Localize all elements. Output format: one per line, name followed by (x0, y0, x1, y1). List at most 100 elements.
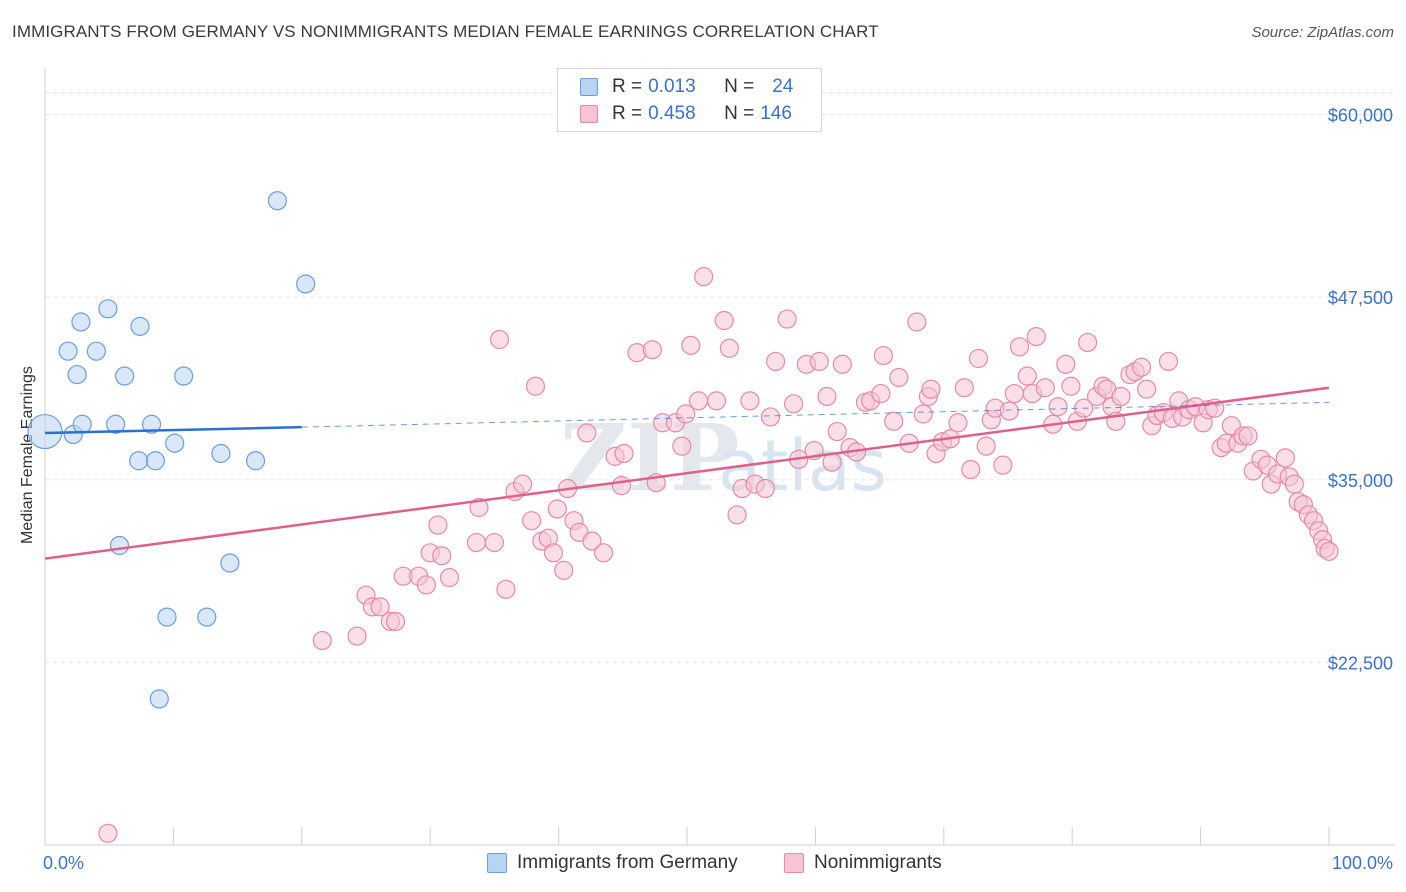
legend-n-value: 146 (760, 103, 792, 124)
nonimmigrant-point (1056, 354, 1076, 374)
germany-point (115, 366, 135, 386)
germany-point (109, 535, 130, 556)
x-tick-label: 100.0% (1332, 853, 1393, 873)
germany-trend-line (44, 425, 302, 435)
nonimmigrant-point (889, 367, 909, 388)
germany-point (141, 414, 162, 434)
nonimmigrant-point (1048, 397, 1068, 417)
nonimmigrant-point (719, 338, 739, 358)
nonimmigrant-point (1284, 474, 1304, 494)
nonimmigrant-point (1137, 379, 1157, 399)
nonimmigrant-point (496, 579, 516, 599)
germany-point (129, 451, 149, 471)
nonimmigrant-point (755, 478, 775, 499)
nonimmigrant-point (642, 340, 662, 360)
nonimmigrant-point (513, 474, 533, 494)
nonimmigrant-point (1111, 386, 1131, 407)
germany-point (58, 341, 78, 361)
nonimmigrant-point (760, 407, 781, 427)
nonimmigrant-point (525, 376, 546, 396)
nonimmigrant-point (913, 404, 933, 424)
nonimmigrant-point (1017, 366, 1037, 386)
nonimmigrant-point (1035, 378, 1055, 398)
nonimmigrant-point (385, 611, 406, 632)
germany-point (71, 312, 91, 332)
nonimmigrant-point (694, 267, 714, 287)
nonimmigrant-point (817, 386, 837, 407)
nonimmigrant-point (1319, 541, 1339, 561)
nonimmigrant-point (968, 348, 989, 369)
y-tick-label: $47,500 (1328, 288, 1393, 308)
germany-point (67, 364, 87, 385)
germany-point (145, 451, 166, 471)
nonimmigrant-point (312, 630, 332, 651)
germany-point (245, 451, 266, 471)
nonimmigrant-point (1061, 376, 1081, 396)
germany-point (197, 607, 217, 627)
nonimmigrant-point (554, 560, 574, 580)
germany-point (296, 274, 316, 294)
germany-point (157, 607, 177, 627)
nonimmigrant-point (1078, 332, 1098, 353)
germany-point (72, 414, 92, 434)
nonimmigrant-point (681, 335, 701, 355)
nonimmigrant-point (1158, 351, 1179, 372)
nonimmigrant-point (1026, 326, 1046, 347)
nonimmigrant-point (727, 505, 747, 525)
nonimmigrant-point (706, 391, 727, 411)
nonimmigrant-point (672, 436, 692, 456)
nonimmigrant-point (1004, 383, 1025, 404)
bottom-legend-germany-label: Immigrants from Germany (517, 852, 738, 873)
germany-point (130, 316, 150, 336)
nonimmigrant-point (577, 423, 597, 443)
nonimmigrant-point (582, 531, 602, 551)
nonimmigrant-point (884, 411, 904, 431)
nonimmigrant-point (1238, 426, 1258, 446)
germany-point (165, 433, 185, 453)
nonimmigrant-point (416, 575, 436, 595)
germany-point (106, 414, 126, 434)
nonimmigrant-point (993, 455, 1013, 475)
nonimmigrant-point (999, 401, 1019, 421)
nonimmigrant-point (777, 309, 797, 329)
nonimmigrant-point (976, 436, 996, 456)
y-tick-label: $35,000 (1328, 471, 1393, 491)
nonimmigrant-point (484, 532, 504, 553)
legend-n-label: N = (724, 76, 755, 97)
nonimmigrant-point (432, 546, 452, 566)
legend-r-value: 0.458 (648, 103, 696, 124)
watermark-zip: ZIP (560, 404, 739, 512)
germany-point (211, 443, 231, 464)
chart-title: IMMIGRANTS FROM GERMANY VS NONIMMIGRANTS… (12, 22, 879, 41)
nonimmigrant-point (714, 310, 734, 331)
nonimmigrant-point (593, 543, 614, 563)
nonimmigrant-point (827, 421, 847, 442)
nonimmigrant-point (98, 823, 118, 843)
nonimmigrant-point (961, 459, 981, 480)
bottom-legend-germany: Immigrants from Germany (487, 852, 738, 874)
legend-r-label: R = (612, 76, 643, 97)
nonimmigrant-point (543, 543, 564, 563)
nonimmigrant-point (614, 443, 634, 464)
bottom-swatch-germany (487, 853, 507, 873)
nonimmigrant-point (907, 312, 927, 332)
legend-r-value: 0.013 (648, 76, 696, 97)
nonimmigrant-point (522, 511, 542, 531)
legend-n-value: 24 (772, 76, 794, 97)
legend-row-germany: R = 0.013 N = 24 (580, 75, 793, 99)
nonimmigrant-point (428, 515, 448, 535)
legend-swatch-nonimmigrants (580, 105, 598, 123)
nonimmigrant-point (466, 532, 487, 553)
nonimmigrant-point (765, 351, 786, 372)
germany-point (220, 553, 240, 573)
nonimmigrant-point (873, 345, 894, 366)
y-tick-label: $22,500 (1328, 653, 1393, 673)
nonimmigrant-point (1131, 357, 1152, 377)
bottom-swatch-nonimmigrants (784, 853, 804, 873)
legend-row-nonimmigrants: R = 0.458 N = 146 (580, 102, 792, 126)
nonimmigrant-point (832, 354, 852, 374)
germany-point (86, 341, 106, 361)
nonimmigrants-trend-line (44, 386, 1330, 560)
nonimmigrant-point (954, 378, 974, 398)
